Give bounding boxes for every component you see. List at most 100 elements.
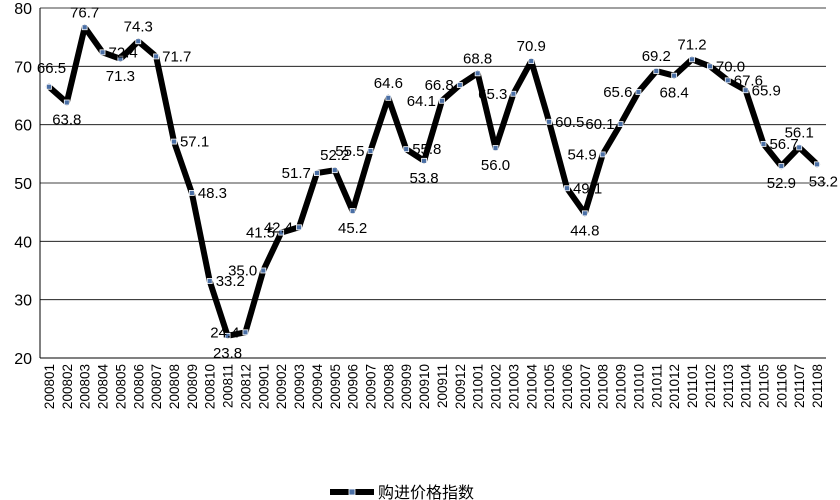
data-label: 76.7 (70, 4, 99, 21)
x-tick-label: 200803 (78, 364, 93, 409)
data-label: 45.2 (338, 220, 367, 237)
x-tick-label: 201102 (703, 364, 718, 408)
y-tick-label: 70 (14, 59, 32, 76)
x-tick-label: 201108 (810, 364, 825, 408)
x-tick-label: 201005 (542, 364, 557, 409)
x-tick-label: 201008 (596, 364, 611, 409)
data-point (153, 53, 160, 60)
x-tick-label: 201010 (631, 364, 646, 409)
data-label: 68.4 (660, 85, 689, 102)
data-point (724, 77, 731, 84)
data-point (814, 161, 820, 168)
x-tick-label: 200812 (238, 364, 253, 409)
data-point (653, 68, 660, 74)
x-tick-label: 200808 (167, 364, 182, 409)
data-label: 64.6 (374, 75, 403, 92)
y-tick-label: 80 (14, 1, 32, 18)
x-tick-label: 201002 (489, 364, 504, 409)
data-label: 55.5 (335, 143, 364, 160)
x-tick-label: 201103 (721, 364, 736, 408)
data-label: 53.8 (409, 170, 438, 187)
data-label: 48.3 (198, 185, 227, 202)
x-tick-label: 201006 (560, 364, 575, 409)
data-label: 71.7 (162, 48, 191, 65)
data-point (546, 118, 553, 125)
x-tick-label: 200906 (346, 364, 361, 409)
x-tick-label: 201004 (524, 364, 539, 410)
data-label: 60.5 (555, 114, 584, 131)
y-tick-label: 60 (14, 118, 32, 135)
y-tick-label: 50 (14, 176, 32, 193)
x-tick-label: 200907 (363, 364, 378, 409)
x-tick-label: 200908 (381, 364, 396, 409)
x-tick-label: 200802 (60, 364, 75, 409)
data-label: 42.4 (264, 219, 293, 236)
data-point (403, 146, 410, 153)
x-tick-label: 200804 (96, 364, 111, 410)
data-label: 52.9 (767, 175, 796, 192)
data-point (456, 82, 463, 88)
x-tick-label: 201009 (614, 364, 629, 409)
legend: 购进价格指数 (330, 483, 474, 500)
data-point (331, 167, 338, 174)
data-label: 69.2 (642, 48, 671, 65)
y-tick-label: 40 (14, 234, 32, 251)
data-point (689, 56, 695, 63)
data-label: 63.8 (52, 112, 81, 129)
x-tick-label: 200910 (417, 364, 432, 409)
data-label: 56.1 (785, 124, 814, 141)
x-tick-label: 200903 (292, 364, 307, 409)
x-tick-label: 201012 (667, 364, 682, 409)
data-label: 56.0 (481, 157, 510, 174)
data-label: 49.1 (573, 180, 602, 197)
data-label: 67.6 (734, 72, 763, 89)
data-label: 44.8 (570, 222, 599, 239)
data-point (760, 141, 767, 147)
data-label: 33.2 (216, 273, 245, 290)
series-layer (45, 24, 821, 339)
data-point (206, 278, 213, 284)
x-tick-label: 201101 (685, 364, 700, 408)
data-point (528, 58, 535, 64)
data-label: 64.1 (407, 93, 436, 110)
data-label: 35.0 (228, 263, 257, 280)
y-tick-label: 30 (14, 293, 32, 310)
x-tick-label: 201104 (739, 364, 754, 409)
data-point (599, 151, 606, 158)
x-tick-label: 200905 (328, 364, 343, 409)
data-label: 24.4 (210, 324, 239, 341)
data-label: 56.7 (769, 136, 798, 153)
data-point (421, 157, 427, 164)
data-label: 53.2 (809, 173, 838, 190)
data-label: 41.5 (246, 225, 275, 242)
x-tick-label: 201106 (774, 364, 789, 408)
data-label: 65.9 (752, 82, 781, 99)
data-point (99, 49, 106, 56)
data-label: 72.4 (109, 44, 138, 61)
data-point (617, 121, 624, 127)
data-label: 54.9 (568, 146, 597, 163)
data-labels: 66.5 63.8 76.7 72.4 71.3 74.3 71.7 57.1 48.3 33.2… (37, 4, 838, 362)
x-tick-label: 200912 (453, 364, 468, 409)
x-tick-label: 200904 (310, 364, 325, 410)
x-tick-label: 201001 (471, 364, 486, 409)
x-tick-label: 200810 (203, 364, 218, 409)
x-tick-label: 200806 (131, 364, 146, 409)
data-label: 51.7 (282, 165, 311, 182)
data-label: 65.3 (478, 86, 507, 103)
data-point (439, 97, 445, 104)
data-point (224, 332, 231, 339)
data-label: 57.1 (180, 134, 209, 151)
x-tick-label: 200811 (221, 364, 236, 408)
data-point (742, 87, 749, 94)
data-point (706, 63, 713, 70)
x-tick-label: 200911 (435, 364, 450, 408)
legend-marker (348, 488, 356, 496)
x-tick-label: 200801 (42, 364, 57, 409)
data-point (778, 163, 785, 169)
legend-label: 购进价格指数 (378, 483, 474, 500)
data-label: 71.2 (677, 36, 706, 53)
data-label: 55.8 (412, 141, 441, 158)
data-label: 66.5 (37, 60, 66, 77)
data-label: 71.3 (106, 68, 135, 85)
